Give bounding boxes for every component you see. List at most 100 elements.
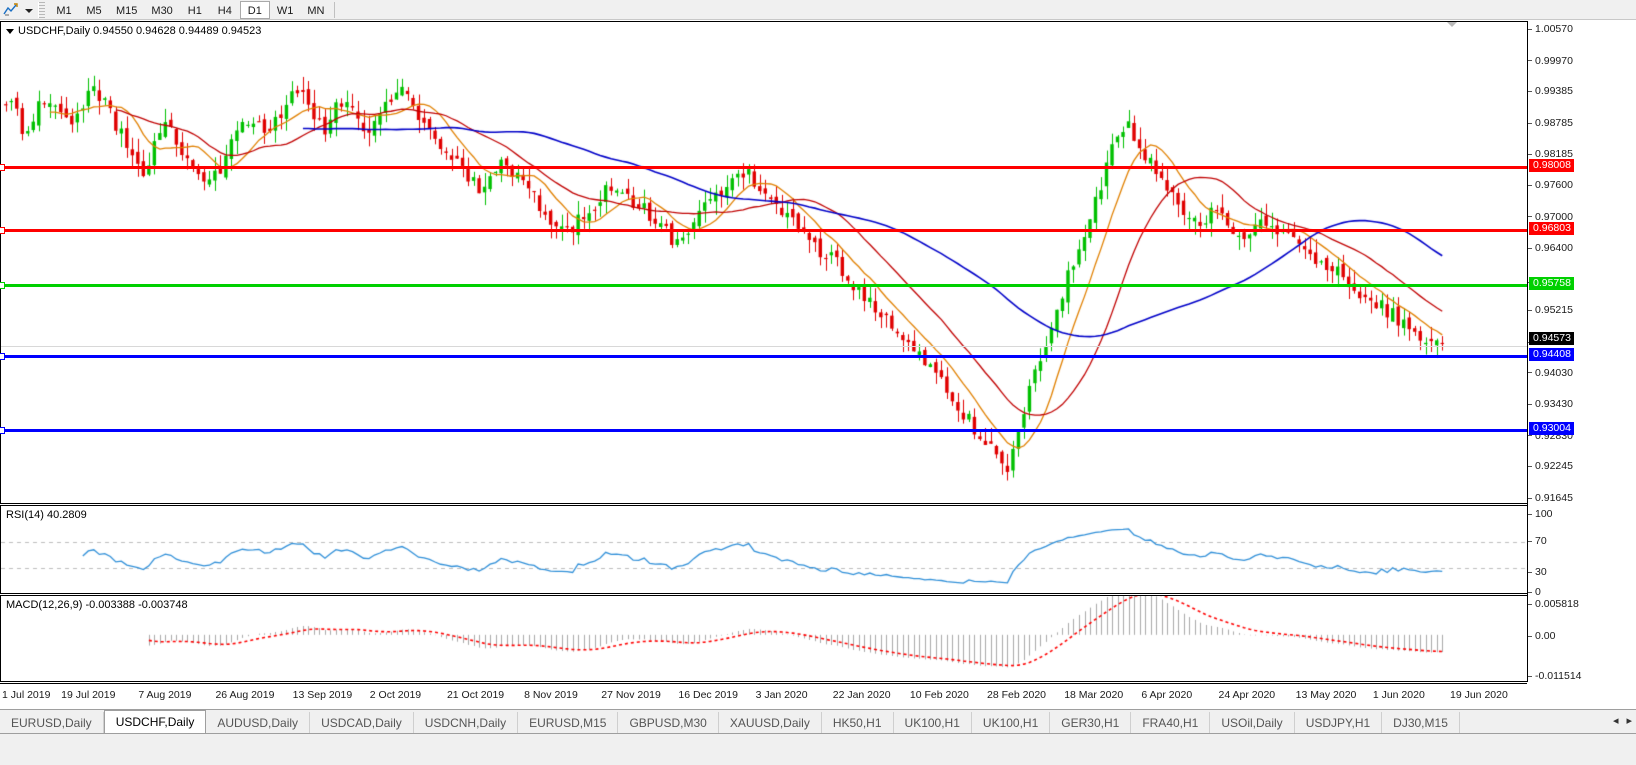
level-line-anchor[interactable] bbox=[0, 281, 5, 289]
timeframe-button-h1[interactable]: H1 bbox=[187, 4, 202, 17]
price-pane-title: USDCHF,Daily 0.94550 0.94628 0.94489 0.9… bbox=[18, 25, 262, 37]
timeframe-button-m15[interactable]: M15 bbox=[116, 4, 138, 17]
macd-tick-label: 0.00 bbox=[1528, 631, 1555, 642]
timeframe-button-m1[interactable]: M1 bbox=[56, 4, 72, 17]
price-tick-value: 0.97000 bbox=[1535, 210, 1573, 223]
chart-tab-usoil-daily[interactable]: USOil,Daily bbox=[1210, 712, 1295, 734]
rsi-tick-value: 0 bbox=[1535, 586, 1541, 598]
price-pane[interactable]: USDCHF,Daily 0.94550 0.94628 0.94489 0.9… bbox=[0, 21, 1527, 504]
chart-tab-usdcnh-daily[interactable]: USDCNH,Daily bbox=[414, 712, 519, 734]
price-tick-value: 0.97600 bbox=[1535, 179, 1573, 192]
date-axis-label: 13 Sep 2019 bbox=[292, 689, 353, 701]
level-line-bar bbox=[1, 228, 1527, 232]
macd-tick-value: 0.00 bbox=[1535, 630, 1556, 642]
price-tick-value: 0.95215 bbox=[1535, 304, 1573, 317]
price-level-badge[interactable]: 0.94408 bbox=[1529, 347, 1574, 361]
macd-pane[interactable]: MACD(12,26,9) -0.003388 -0.003748 bbox=[0, 595, 1527, 682]
price-level-badge[interactable]: 0.93004 bbox=[1529, 421, 1574, 435]
price-tick-label: 0.98185 bbox=[1528, 149, 1573, 160]
chart-tab-ger30-h1[interactable]: GER30,H1 bbox=[1050, 712, 1132, 734]
price-tick-value: 0.98185 bbox=[1535, 148, 1573, 161]
timeframe-button-d1[interactable]: D1 bbox=[239, 0, 270, 19]
chart-tab-xauusd-daily[interactable]: XAUUSD,Daily bbox=[719, 712, 822, 734]
chart-tab-uk100-h1[interactable]: UK100,H1 bbox=[894, 712, 972, 734]
rsi-canvas[interactable] bbox=[1, 506, 1527, 594]
date-axis-label: 6 Apr 2020 bbox=[1141, 689, 1193, 701]
rsi-pane[interactable]: RSI(14) 40.2809 bbox=[0, 505, 1527, 594]
date-axis-label: 3 Jan 2020 bbox=[755, 689, 808, 701]
date-axis[interactable]: 1 Jul 2019 19 Jul 2019 7 Aug 2019 26 Aug 20… bbox=[0, 683, 1527, 709]
chart-area[interactable]: USDCHF,Daily 0.94550 0.94628 0.94489 0.9… bbox=[0, 21, 1636, 709]
macd-tick-value: 0.005818 bbox=[1535, 598, 1579, 610]
tab-scroll-controls[interactable]: ◂ ▸ bbox=[1613, 714, 1632, 727]
chart-tool-dropdown-caret[interactable] bbox=[22, 1, 36, 19]
tab-underline bbox=[0, 733, 1636, 734]
chart-tab-hk50-h1[interactable]: HK50,H1 bbox=[822, 712, 894, 734]
price-tick-label: 0.94030 bbox=[1528, 366, 1573, 379]
chart-tab-usdchf-daily[interactable]: USDCHF,Daily bbox=[103, 710, 207, 734]
chart-tab-eurusd-daily[interactable]: EURUSD,Daily bbox=[0, 712, 104, 734]
chart-tab-usdcad-daily[interactable]: USDCAD,Daily bbox=[310, 712, 414, 734]
toolbar-grip[interactable] bbox=[38, 1, 45, 18]
rsi-tick-label: 30 bbox=[1528, 567, 1547, 578]
date-axis-label: 24 Apr 2020 bbox=[1218, 689, 1276, 701]
date-axis-label: 18 Mar 2020 bbox=[1064, 689, 1124, 701]
chart-tab-eurusd-m15[interactable]: EURUSD,M15 bbox=[518, 712, 619, 734]
date-axis-label: 19 Jun 2020 bbox=[1450, 689, 1508, 701]
level-line-anchor[interactable] bbox=[0, 426, 5, 434]
pane-resize-marker[interactable] bbox=[1447, 22, 1457, 27]
chart-tab-gbpusd-m30[interactable]: GBPUSD,M30 bbox=[618, 712, 719, 734]
macd-tick-value: -0.011514 bbox=[1535, 670, 1582, 682]
toolbar-separator bbox=[334, 1, 336, 18]
price-tick-label: 0.92245 bbox=[1528, 461, 1573, 472]
rsi-tick-label: 70 bbox=[1528, 536, 1547, 547]
tab-scroll-next-icon[interactable]: ▸ bbox=[1626, 715, 1632, 727]
date-axis-label: 2 Oct 2019 bbox=[369, 689, 422, 701]
timeframe-button-mn[interactable]: MN bbox=[307, 4, 325, 17]
price-tick-value: 0.96400 bbox=[1535, 242, 1573, 255]
level-line-bar bbox=[1, 165, 1527, 169]
rsi-tick-label: 100 bbox=[1528, 509, 1553, 520]
price-tick-value: 0.94030 bbox=[1535, 366, 1573, 379]
date-axis-label: 7 Aug 2019 bbox=[138, 689, 192, 701]
price-tick-label: 0.91645 bbox=[1528, 493, 1573, 504]
timeframe-button-h4[interactable]: H4 bbox=[217, 4, 232, 17]
price-tick-label: 1.00570 bbox=[1528, 24, 1573, 35]
chart-tab-audusd-daily[interactable]: AUDUSD,Daily bbox=[206, 712, 311, 734]
price-tick-value: 0.91645 bbox=[1535, 492, 1573, 504]
chart-tab-fra40-h1[interactable]: FRA40,H1 bbox=[1131, 712, 1211, 734]
price-tick-value: 0.98785 bbox=[1535, 116, 1573, 129]
price-level-badge[interactable]: 0.98008 bbox=[1529, 158, 1574, 172]
price-tick-label: 0.99970 bbox=[1528, 55, 1573, 67]
level-line-bar bbox=[1, 283, 1527, 287]
macd-canvas[interactable] bbox=[1, 596, 1527, 682]
timeframe-button-m30[interactable]: M30 bbox=[151, 4, 173, 17]
price-tick-value: 0.92830 bbox=[1535, 429, 1573, 442]
price-canvas[interactable] bbox=[1, 22, 1527, 504]
date-axis-label: 10 Feb 2020 bbox=[909, 689, 969, 701]
level-line-anchor[interactable] bbox=[0, 352, 5, 360]
price-tick-value: 0.99385 bbox=[1535, 85, 1573, 98]
price-tick-label: 0.92830 bbox=[1528, 429, 1573, 442]
price-scale-axis[interactable]: 1.00570 0.99970 0.99385 0.98785 0.98185 0.976… bbox=[1527, 21, 1636, 682]
price-level-badge[interactable]: 0.96803 bbox=[1529, 221, 1574, 235]
current-price-line bbox=[1, 346, 1527, 348]
chart-tab-dj30-m15[interactable]: DJ30,M15 bbox=[1382, 712, 1460, 734]
chart-tab-uk100-h1[interactable]: UK100,H1 bbox=[972, 712, 1051, 734]
timeframe-button-m5[interactable]: M5 bbox=[86, 4, 102, 17]
chart-tool-icon[interactable] bbox=[0, 1, 22, 19]
date-axis-label: 16 Dec 2019 bbox=[678, 689, 738, 701]
price-tick-label: 0.97600 bbox=[1528, 180, 1573, 191]
level-line-anchor[interactable] bbox=[0, 163, 5, 171]
collapse-caret-icon[interactable] bbox=[6, 29, 14, 34]
date-axis-label: 21 Oct 2019 bbox=[446, 689, 505, 701]
chart-tab-usdjpy-h1[interactable]: USDJPY,H1 bbox=[1295, 712, 1383, 734]
price-level-badge[interactable]: 0.94573 bbox=[1529, 332, 1574, 346]
price-level-badge[interactable]: 0.95758 bbox=[1529, 276, 1574, 290]
level-line-anchor[interactable] bbox=[0, 226, 5, 234]
price-tick-label: 0.93430 bbox=[1528, 399, 1573, 410]
timeframe-button-w1[interactable]: W1 bbox=[276, 4, 294, 17]
tab-scroll-prev-icon[interactable]: ◂ bbox=[1612, 715, 1619, 727]
price-tick-label: 0.96400 bbox=[1528, 243, 1573, 254]
